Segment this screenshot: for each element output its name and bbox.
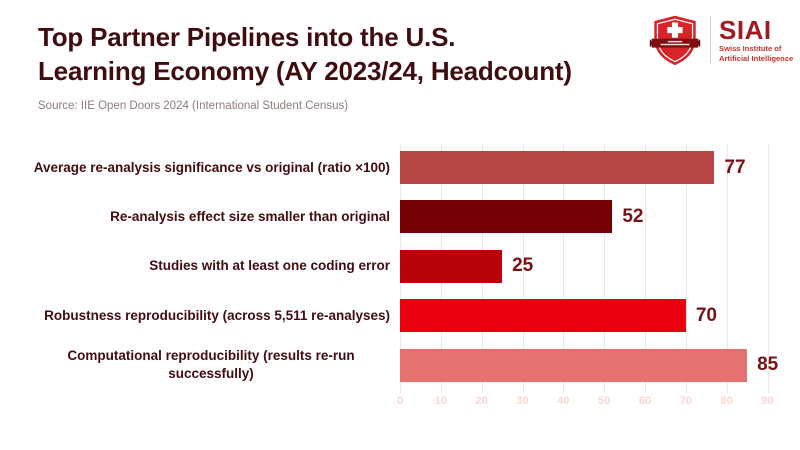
bar-value-label: 52 <box>622 205 644 227</box>
bar <box>400 348 748 382</box>
x-tick-label: 80 <box>720 395 733 407</box>
category-label-cell: Average re-analysis significance vs orig… <box>30 143 390 192</box>
logo-divider <box>710 17 711 63</box>
gridline <box>645 143 646 393</box>
chart-row: Average re-analysis significance vs orig… <box>0 143 800 192</box>
gridline <box>726 143 728 393</box>
logo-acronym: SIAI <box>719 15 772 46</box>
logo-subtitle-line2: Artificial Intelligence <box>719 54 794 63</box>
chart-row: Studies with at least one coding error 25 <box>0 242 800 291</box>
bar-value-label: 77 <box>724 156 746 178</box>
x-tick-label: 0 <box>396 395 404 407</box>
x-axis-tick-labels: 0 10 20 30 40 50 60 70 80 90 <box>396 393 792 411</box>
x-tick-label: 60 <box>638 395 652 407</box>
x-tick-label: 90 <box>761 395 774 407</box>
page-title: Top Partner Pipelines into the U.S. Lear… <box>38 20 638 88</box>
category-label-cell: Re-analysis effect size smaller than ori… <box>30 192 390 241</box>
bar <box>400 299 686 333</box>
logo-subtitle-line1: Swiss Institute of <box>719 44 782 54</box>
chart-row: Re-analysis effect size smaller than ori… <box>0 192 800 241</box>
bar-value-label: 70 <box>695 304 717 326</box>
gridline <box>685 143 687 393</box>
category-label-cell: Studies with at least one coding error <box>30 242 390 291</box>
chart-row: Robustness reproducibility (across 5,511… <box>0 291 800 340</box>
x-tick-label: 40 <box>557 395 570 407</box>
category-label: Average re-analysis significance vs orig… <box>33 159 390 175</box>
siai-logo: SIAI Swiss Institute of Artificial Intel… <box>648 13 793 67</box>
bar-value-label: 85 <box>757 354 779 376</box>
category-label: Studies with at least one coding error <box>149 258 390 274</box>
siai-shield-icon <box>649 15 701 66</box>
bar <box>400 249 503 283</box>
gridline <box>604 143 606 393</box>
bar-rows-layer: Average re-analysis significance vs orig… <box>0 143 800 393</box>
x-tick-label: 50 <box>598 395 611 407</box>
page-title-line1: Top Partner Pipelines into the U.S. <box>38 22 456 52</box>
bar <box>400 200 613 234</box>
x-tick-label: 70 <box>679 395 692 407</box>
gridline <box>563 143 565 393</box>
chart-row: Computational reproducibility (results r… <box>0 341 800 390</box>
gridline <box>522 143 524 393</box>
bar <box>400 151 715 184</box>
gridline <box>767 143 769 393</box>
category-label-cell: Robustness reproducibility (across 5,511… <box>30 291 390 340</box>
logo-text: SIAI Swiss Institute of Artificial Intel… <box>719 17 793 62</box>
category-label: Computational reproducibility (results r… <box>67 348 355 382</box>
page-title-line2: Learning Economy (AY 2023/24, Headcount) <box>38 56 572 86</box>
category-label: Robustness reproducibility (across 5,511… <box>44 307 390 323</box>
bar-chart: Average re-analysis significance vs orig… <box>0 143 800 423</box>
x-tick-label: 20 <box>475 395 488 407</box>
category-label: Re-analysis effect size smaller than ori… <box>110 209 390 225</box>
x-tick-label: 30 <box>516 395 529 407</box>
category-label-cell: Computational reproducibility (results r… <box>30 341 390 390</box>
bar-value-label: 25 <box>512 255 534 277</box>
source-note: Source: IIE Open Doors 2024 (Internation… <box>38 100 349 112</box>
x-tick-label: 10 <box>434 395 447 407</box>
